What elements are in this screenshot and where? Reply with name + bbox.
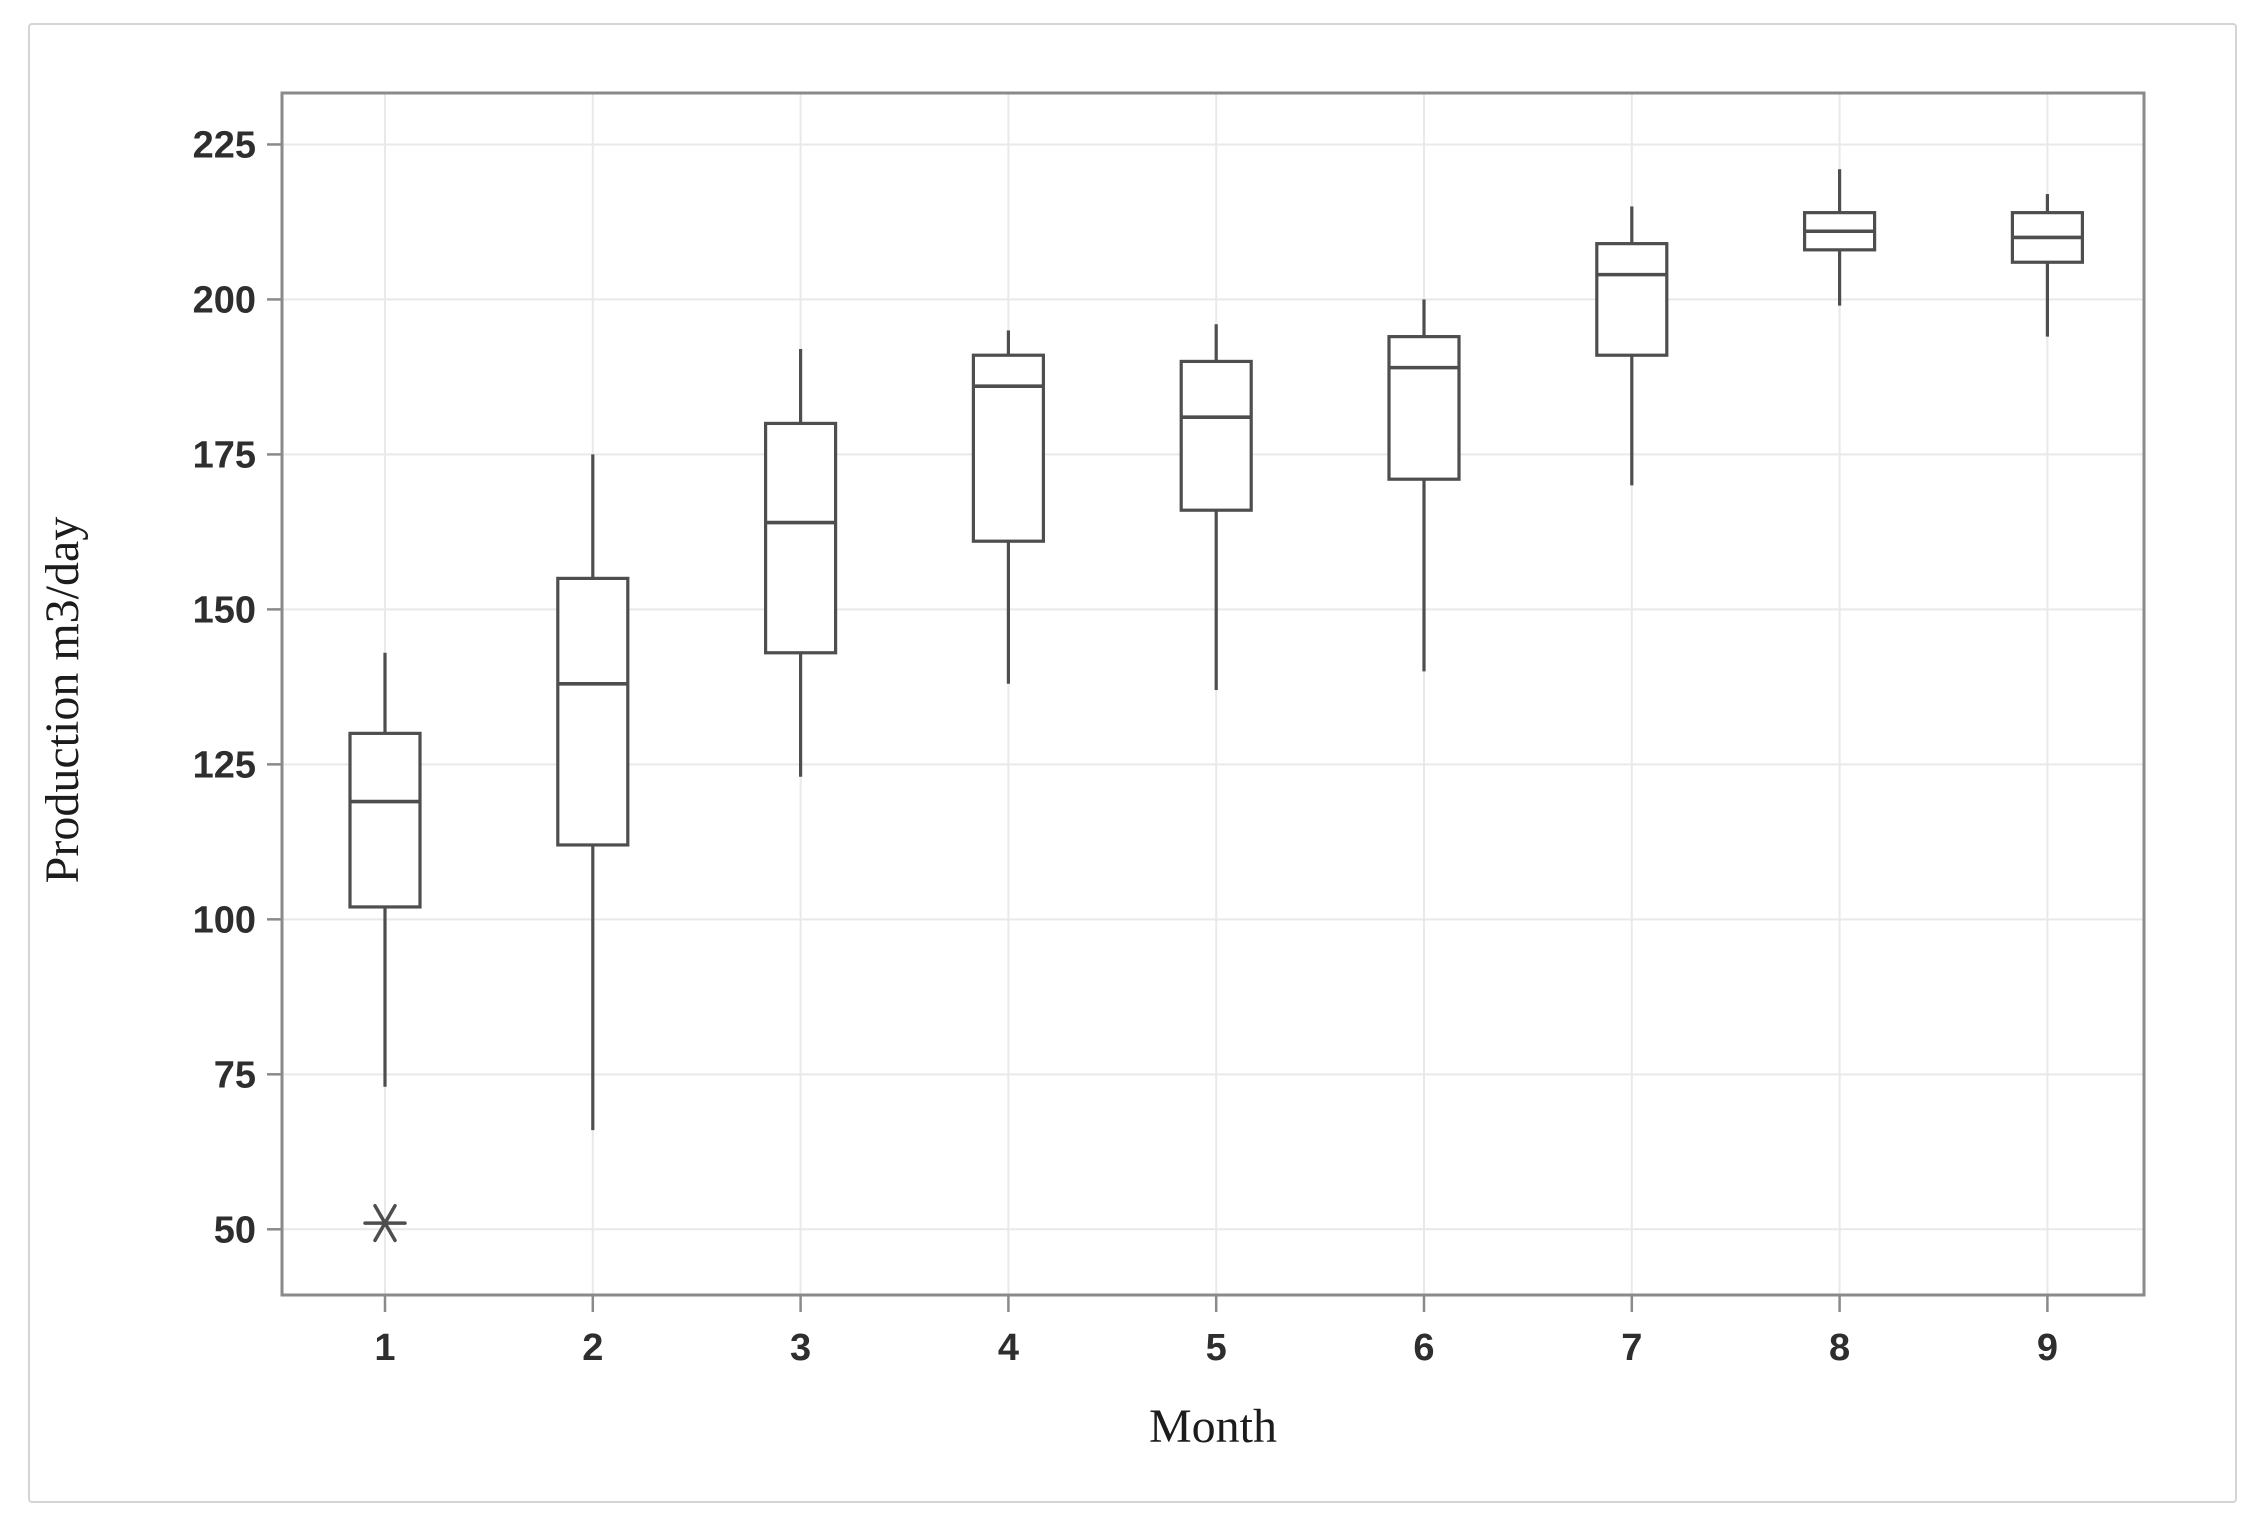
box-month-3 xyxy=(763,421,838,655)
x-tick-label-9: 9 xyxy=(2037,1327,2058,1369)
x-tick-label-4: 4 xyxy=(998,1327,1019,1369)
x-tick-label-8: 8 xyxy=(1829,1327,1850,1369)
x-tick-label-2: 2 xyxy=(582,1327,603,1369)
x-tick-label-5: 5 xyxy=(1206,1327,1227,1369)
y-tick-label-125: 125 xyxy=(193,744,256,786)
y-tick-label-75: 75 xyxy=(214,1054,256,1096)
chart-outer-border xyxy=(28,23,2237,1503)
y-tick-label-50: 50 xyxy=(214,1209,256,1251)
x-tick-label-7: 7 xyxy=(1621,1327,1642,1369)
plot-frame xyxy=(280,91,2146,1297)
box-month-1 xyxy=(348,731,422,909)
y-tick-label-100: 100 xyxy=(193,899,256,941)
x-axis-title: Month xyxy=(1149,1400,1277,1453)
box-month-7 xyxy=(1595,242,1669,357)
y-tick-label-150: 150 xyxy=(193,589,256,631)
box-month-6 xyxy=(1387,335,1461,481)
y-tick-label-175: 175 xyxy=(193,434,256,476)
box-month-5 xyxy=(1179,359,1253,512)
x-tick-label-1: 1 xyxy=(374,1327,395,1369)
x-tick-label-6: 6 xyxy=(1413,1327,1434,1369)
y-tick-label-200: 200 xyxy=(193,279,256,321)
outlier-marker-month-1 xyxy=(363,1204,407,1243)
y-tick-label-225: 225 xyxy=(193,124,256,166)
box-month-2 xyxy=(556,576,630,847)
plot-layer: 50 75 100 125 150 175 200 225 1 2 3 4 5 6 7 8 9 xyxy=(193,91,2146,1369)
x-tick-label-3: 3 xyxy=(790,1327,811,1369)
box-month-4 xyxy=(971,353,1046,543)
y-axis-title: Production m3/day xyxy=(36,517,89,884)
